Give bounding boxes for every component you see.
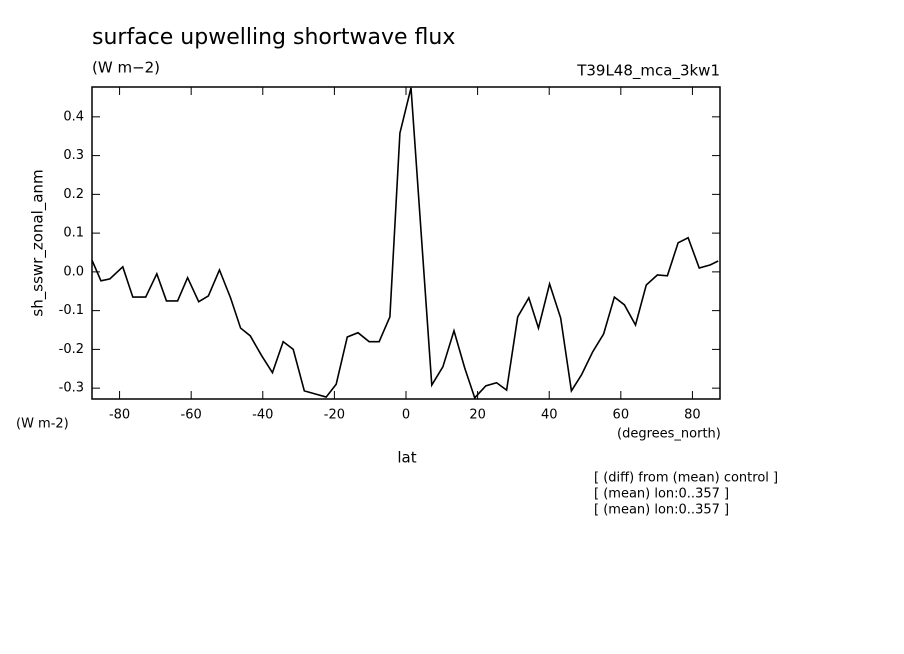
y-units: (W m-2) [16, 417, 69, 432]
x-units: (degrees_north) [617, 427, 721, 442]
x-tick-label: 20 [469, 408, 486, 423]
dataset-label: T39L48_mca_3kw1 [576, 62, 720, 81]
x-tick-label: 60 [613, 408, 630, 423]
y-tick-label: -0.2 [59, 342, 84, 357]
y-tick-label: 0.1 [63, 226, 84, 241]
x-tick-label: -20 [324, 408, 345, 423]
x-tick-label: -80 [109, 408, 130, 423]
x-axis-label: lat [397, 449, 416, 467]
y-tick-label: -0.3 [59, 381, 84, 396]
x-tick-label: 80 [684, 408, 701, 423]
x-tick-label: 40 [541, 408, 558, 423]
note: [ (mean) lon:0..357 ] [594, 503, 729, 518]
y-tick-label: 0.0 [63, 264, 84, 279]
data-line [91, 87, 719, 400]
x-tick-label: 0 [402, 408, 410, 423]
plot-frame [91, 86, 721, 400]
x-tick-label: -60 [181, 408, 202, 423]
chart-title: surface upwelling shortwave flux [92, 25, 455, 50]
note: [ (diff) from (mean) control ] [594, 471, 778, 486]
y-tick-label: 0.3 [63, 148, 84, 163]
units: (W m−2) [92, 59, 160, 77]
y-tick-label: -0.1 [59, 303, 84, 318]
x-tick-label: -40 [252, 408, 273, 423]
y-axis-label: sh_sswr_zonal_anm [29, 169, 48, 316]
note: [ (mean) lon:0..357 ] [594, 487, 729, 502]
y-tick-label: 0.4 [63, 109, 84, 124]
y-tick-label: 0.2 [63, 187, 84, 202]
